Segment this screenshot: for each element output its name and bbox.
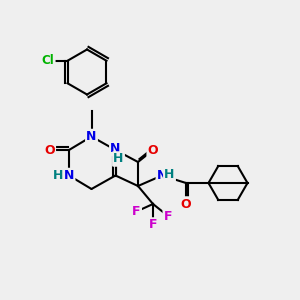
Text: N: N: [64, 169, 74, 182]
Text: F: F: [132, 205, 141, 218]
Text: N: N: [110, 142, 121, 155]
Text: H: H: [53, 169, 64, 182]
Text: N: N: [157, 169, 167, 182]
Text: O: O: [181, 197, 191, 211]
Text: N: N: [86, 130, 97, 143]
Text: H: H: [164, 167, 175, 181]
Text: H: H: [113, 152, 124, 166]
Text: O: O: [148, 143, 158, 157]
Text: F: F: [164, 209, 172, 223]
Text: O: O: [44, 143, 55, 157]
Text: Cl: Cl: [42, 54, 54, 67]
Text: F: F: [149, 218, 157, 232]
